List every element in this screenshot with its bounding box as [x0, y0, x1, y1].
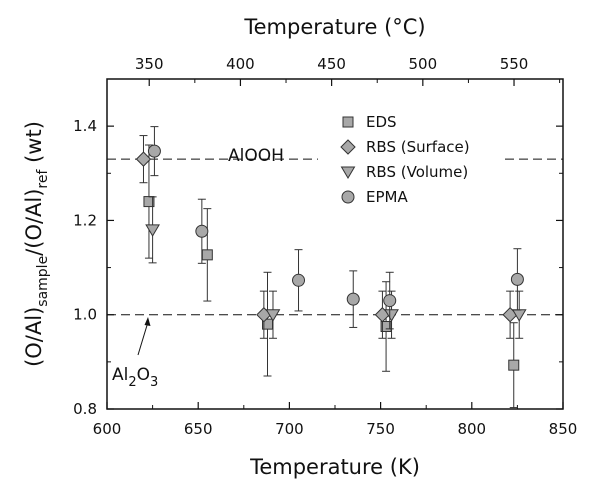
al2o3-label: Al2O3 [112, 365, 158, 390]
data-point-circle [195, 224, 209, 238]
data-point-circle [510, 272, 524, 286]
x2-axis-title: Temperature (°C) [243, 15, 425, 39]
series-square [143, 144, 520, 409]
al2o3-part-2: 2 [128, 375, 136, 390]
series-circle [147, 126, 524, 330]
x-tick-label: 650 [184, 420, 213, 438]
y-title-sub-sample: sample [35, 256, 51, 307]
legend-label: RBS (Surface) [366, 138, 470, 156]
data-point-circle [292, 273, 306, 287]
plot-frame [106, 78, 564, 410]
legend-marker-circle [341, 190, 355, 204]
x-tick-label: 850 [549, 420, 578, 438]
data-point-square [201, 249, 213, 261]
legend: EDS RBS (Surface) RBS (Volume) EPMA [340, 113, 470, 206]
y-tick-label: 1.0 [73, 306, 97, 324]
x2-tick-label: 550 [500, 55, 529, 73]
al2o3-arrow-head [144, 317, 151, 326]
data-point-circle [383, 294, 397, 308]
al2o3-part-3: 3 [150, 375, 158, 390]
reference-lines [107, 158, 563, 316]
x2-tick-label: 450 [317, 55, 346, 73]
alooh-label: AlOOH [228, 146, 284, 166]
data-point-circle [147, 144, 161, 158]
y-title-main: (O/Al) [22, 307, 46, 367]
y-tick-label: 1.4 [73, 117, 97, 135]
legend-marker-diamond [340, 139, 356, 155]
x-tick-label: 700 [275, 420, 304, 438]
legend-label: EPMA [366, 188, 408, 206]
data-series [135, 126, 527, 409]
legend-label: EDS [366, 113, 397, 131]
x2-tick-label: 350 [135, 55, 164, 73]
data-point-square [508, 359, 520, 371]
al2o3-part-al: Al [112, 365, 128, 385]
y-title-unit: (wt) [22, 121, 46, 169]
data-point-circle [346, 292, 360, 306]
legend-marker-triangle-down [340, 166, 356, 179]
y-title-sub-ref: ref [35, 168, 51, 188]
series-triangle-down [145, 196, 527, 339]
axis-ticks: 600 650 700 750 800 850 350 400 450 500 550 0.8 1.0 1… [73, 55, 577, 438]
al2o3-arrow-shaft [137, 321, 149, 356]
y-title-mid: /(O/Al) [22, 189, 46, 256]
legend-marker-square [342, 116, 354, 128]
x-axis-title: Temperature (K) [249, 455, 420, 479]
y-axis-title: (O/Al)sample/(O/Al)ref (wt) [22, 121, 51, 367]
data-point-triangle-down [384, 309, 399, 322]
legend-label: RBS (Volume) [366, 163, 468, 181]
y-tick-label: 0.8 [73, 400, 97, 418]
data-point-triangle-down [265, 309, 281, 322]
data-point-diamond [135, 151, 152, 167]
al2o3-part-o: O [137, 365, 150, 385]
x-tick-label: 750 [366, 420, 395, 438]
x-tick-label: 600 [93, 420, 122, 438]
x2-tick-label: 400 [226, 55, 255, 73]
x-tick-label: 800 [457, 420, 486, 438]
data-point-triangle-down [145, 224, 160, 237]
y-tick-label: 1.2 [73, 211, 97, 229]
x2-tick-label: 500 [409, 55, 438, 73]
